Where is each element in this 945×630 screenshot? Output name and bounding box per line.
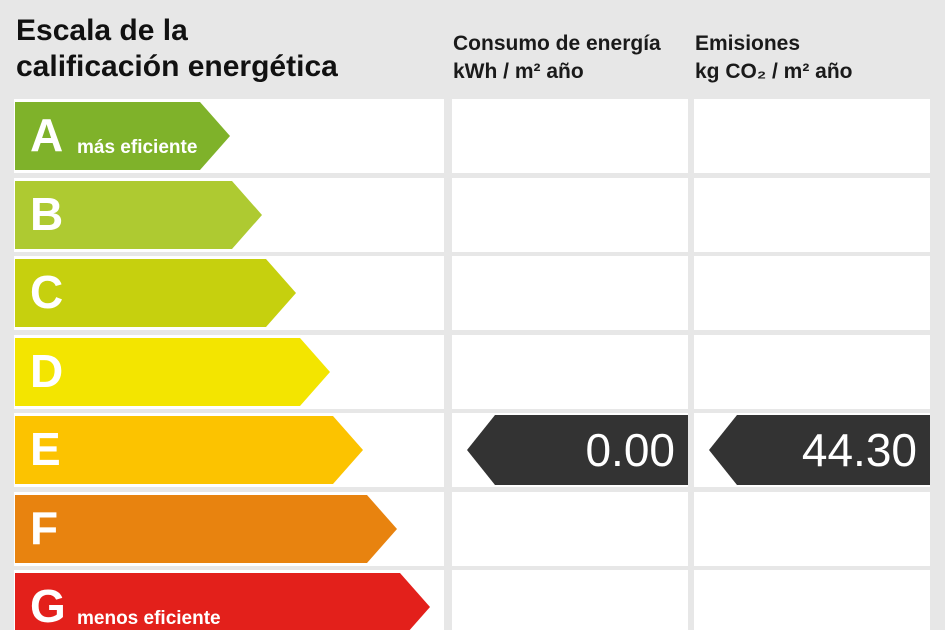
emissions-cell-e: 44.30 (694, 413, 930, 487)
rating-bar-d: D (15, 338, 330, 406)
emissions-cell-f (694, 492, 930, 566)
rating-bar-body: A más eficiente (15, 102, 200, 170)
rating-bar-cell-a: A más eficiente (14, 99, 444, 173)
emissions-value-pointer: 44.30 (709, 415, 930, 485)
least-efficient-note: menos eficiente (77, 608, 221, 629)
bar-arrow-tip-icon (266, 259, 296, 327)
emissions-column-header: Emisiones kg CO₂ / m² año (695, 30, 853, 86)
bar-arrow-tip-icon (200, 102, 230, 170)
bar-arrow-tip-icon (232, 181, 262, 249)
rating-bar-a: A más eficiente (15, 102, 230, 170)
consumption-cell-a (452, 99, 688, 173)
rating-letter-a: A (30, 109, 64, 162)
emissions-cell-a (694, 99, 930, 173)
emissions-cell-c (694, 256, 930, 330)
left-arrow-tip-icon (467, 415, 495, 485)
bar-arrow-tip-icon (333, 416, 363, 484)
rating-row-b: B (0, 178, 945, 252)
emissions-value-box: 44.30 (737, 415, 930, 485)
rating-bar-cell-d: D (14, 335, 444, 409)
rating-bar-body: G menos eficiente (15, 573, 400, 630)
page-title-line1: Escala de la (16, 14, 188, 47)
rating-letter-c: C (30, 266, 64, 319)
left-arrow-tip-icon (709, 415, 737, 485)
rating-row-c: C (0, 256, 945, 330)
rating-row-d: D (0, 335, 945, 409)
rating-letter-b: B (30, 188, 64, 241)
bar-arrow-tip-icon (300, 338, 330, 406)
rating-bar-c: C (15, 259, 296, 327)
rating-bar-g: G menos eficiente (15, 573, 430, 630)
emissions-value: 44.30 (801, 424, 917, 476)
rating-row-f: F (0, 492, 945, 566)
rating-bar-body: D (15, 338, 300, 406)
emissions-header-line1: Emisiones (695, 32, 801, 55)
rating-letter-d: D (30, 345, 64, 398)
rating-row-e: E 0.00 44.30 (0, 413, 945, 487)
rating-bar-body: F (15, 495, 367, 563)
consumption-cell-c (452, 256, 688, 330)
bar-arrow-tip-icon (400, 573, 430, 630)
rating-bar-body: C (15, 259, 266, 327)
rating-bar-cell-f: F (14, 492, 444, 566)
page-title-line2: calificación energética (16, 50, 338, 83)
rating-letter-g: G (30, 580, 66, 630)
rating-bar-cell-c: C (14, 256, 444, 330)
rating-letter-e: E (30, 423, 61, 476)
emissions-cell-b (694, 178, 930, 252)
consumption-cell-d (452, 335, 688, 409)
consumption-value: 0.00 (585, 424, 675, 476)
consumption-cell-b (452, 178, 688, 252)
emissions-header-units: kg CO₂ / m² año (695, 60, 853, 83)
emissions-cell-g (694, 570, 930, 630)
rating-bar-body: B (15, 181, 232, 249)
rating-bar-body: E (15, 416, 333, 484)
rating-bar-cell-g: G menos eficiente (14, 570, 444, 630)
consumption-header-units: kWh / m² año (453, 60, 584, 83)
rating-bar-cell-b: B (14, 178, 444, 252)
rating-row-g: G menos eficiente (0, 570, 945, 630)
rating-row-a: A más eficiente (0, 99, 945, 173)
consumption-cell-e: 0.00 (452, 413, 688, 487)
consumption-cell-f (452, 492, 688, 566)
consumption-value-pointer: 0.00 (467, 415, 688, 485)
most-efficient-note: más eficiente (77, 137, 198, 158)
consumption-cell-g (452, 570, 688, 630)
rating-bar-f: F (15, 495, 397, 563)
rating-bar-b: B (15, 181, 262, 249)
rating-letter-f: F (30, 502, 59, 555)
emissions-cell-d (694, 335, 930, 409)
consumption-header-line1: Consumo de energía (453, 32, 661, 55)
consumption-column-header: Consumo de energía kWh / m² año (453, 30, 661, 86)
bar-arrow-tip-icon (367, 495, 397, 563)
rating-bar-e: E (15, 416, 363, 484)
rating-bar-cell-e: E (14, 413, 444, 487)
consumption-value-box: 0.00 (495, 415, 688, 485)
page-title: Escala de la calificación energética (16, 13, 338, 85)
